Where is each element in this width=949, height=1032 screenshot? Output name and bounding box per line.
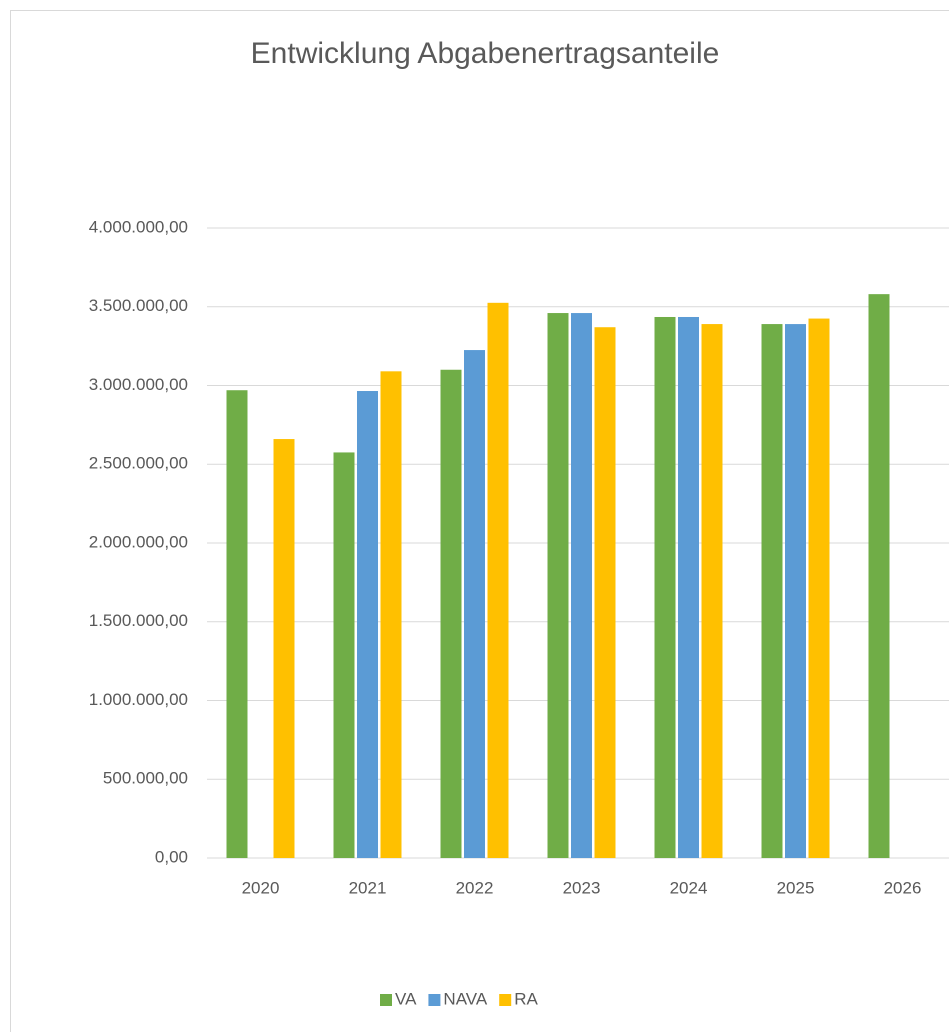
x-tick-label: 2021 [349, 878, 387, 897]
x-tick-label: 2025 [777, 878, 815, 897]
legend-label: NAVA [443, 989, 487, 1008]
bar [333, 452, 355, 858]
y-tick-label: 3.000.000,00 [89, 375, 188, 394]
bar [440, 369, 462, 858]
bar [357, 391, 378, 858]
legend-label: VA [395, 989, 417, 1008]
x-tick-label: 2026 [884, 878, 922, 897]
y-tick-label: 2.500.000,00 [89, 454, 188, 473]
y-tick-label: 500.000,00 [103, 769, 188, 788]
bar [273, 439, 295, 858]
x-tick-label: 2024 [670, 878, 708, 897]
legend-label: RA [514, 989, 538, 1008]
bar [594, 327, 616, 859]
x-tick-label: 2023 [563, 878, 601, 897]
bar [380, 371, 402, 858]
bar [785, 324, 806, 858]
y-tick-label: 4.000.000,00 [89, 217, 188, 236]
x-tick-label: 2020 [242, 878, 280, 897]
bar [761, 324, 783, 858]
x-tick-label: 2022 [456, 878, 494, 897]
legend-swatch [380, 994, 392, 1006]
bar [571, 313, 592, 858]
chart-title: Entwicklung Abgabenertragsanteile [251, 37, 720, 70]
legend-swatch [499, 994, 512, 1006]
y-tick-label: 0,00 [155, 847, 188, 866]
y-tick-label: 2.000.000,00 [89, 532, 188, 551]
bar [654, 316, 676, 858]
bar [226, 390, 248, 858]
bar [678, 316, 699, 858]
bar [547, 313, 569, 858]
bar [701, 324, 723, 858]
y-tick-label: 1.500.000,00 [89, 611, 188, 630]
bar [808, 318, 830, 858]
y-tick-label: 1.000.000,00 [89, 690, 188, 709]
bar [487, 302, 509, 858]
y-tick-label: 3.500.000,00 [89, 296, 188, 315]
bar [868, 294, 890, 858]
legend-swatch [428, 994, 441, 1006]
bar [464, 350, 485, 858]
